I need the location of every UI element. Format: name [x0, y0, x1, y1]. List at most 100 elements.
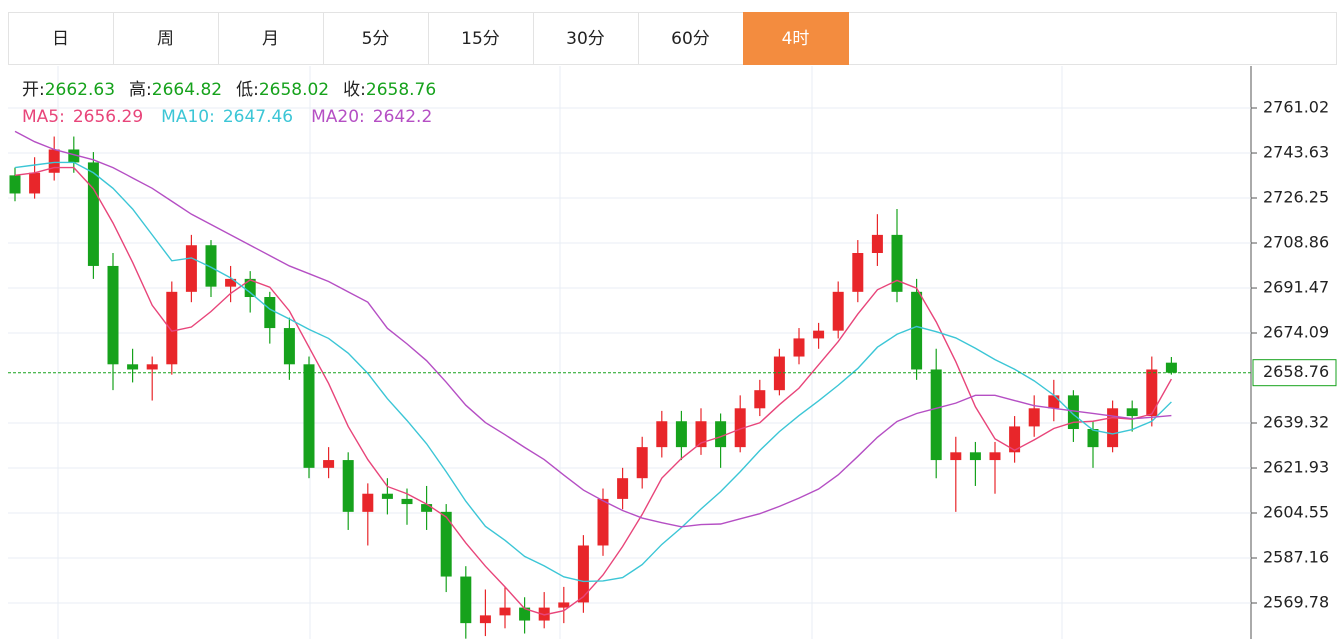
y-tick-label: 2743.63	[1263, 143, 1329, 162]
y-tick-label: 2761.02	[1263, 98, 1329, 117]
candle-body	[911, 291, 923, 370]
candle-body	[225, 278, 237, 287]
ohlc-label: 低:	[236, 80, 259, 100]
candle-body	[185, 245, 197, 292]
tab-label[interactable]: 月	[262, 29, 279, 49]
candle-body	[9, 175, 21, 194]
candle-body	[303, 364, 315, 468]
candle-body	[1087, 429, 1099, 448]
legend: MA5: 2656.29 MA10: 2647.46 MA20: 2642.2	[22, 107, 432, 127]
ohlc-label: 收:	[343, 80, 366, 100]
candle-body	[969, 452, 981, 461]
ohlc-value: 2662.63	[45, 80, 115, 100]
candle-body	[695, 421, 707, 448]
candle-body	[264, 297, 276, 329]
tab[interactable]	[218, 12, 324, 65]
tab[interactable]	[428, 12, 534, 65]
candle-body	[871, 234, 883, 254]
candle-body	[852, 253, 864, 292]
candle-body	[68, 149, 80, 163]
candle-body	[636, 447, 648, 479]
ohlc-value: 2658.02	[259, 80, 329, 100]
candle-body	[734, 408, 746, 448]
legend-name: MA10:	[161, 107, 215, 127]
candle-body	[283, 328, 295, 365]
tab-label[interactable]: 15分	[461, 29, 500, 49]
candle-body	[244, 278, 256, 298]
ohlc-label: 开:	[22, 80, 45, 100]
candle-body	[1028, 408, 1040, 427]
candle-body	[1009, 426, 1021, 453]
candle-body	[460, 576, 472, 624]
candle-body	[107, 265, 119, 365]
candle-body	[440, 511, 452, 577]
y-tick-label: 2674.09	[1263, 323, 1329, 342]
y-tick-label: 2726.25	[1263, 188, 1329, 207]
y-tick-label: 2708.86	[1263, 233, 1329, 252]
tab[interactable]	[533, 12, 639, 65]
candle-body	[1107, 408, 1119, 448]
ohlc-value: 2664.82	[152, 80, 222, 100]
candle-body	[617, 478, 629, 499]
candle-body	[323, 460, 335, 468]
y-tick-label: 2569.78	[1263, 592, 1329, 611]
candle-body	[656, 421, 668, 448]
candle-body	[401, 498, 413, 505]
candle-body	[950, 452, 962, 461]
candle-body	[362, 493, 374, 512]
candle-body	[597, 498, 609, 546]
tab-label[interactable]: 60分	[671, 29, 710, 49]
tab[interactable]	[743, 12, 849, 65]
ma-line	[14, 166, 1173, 616]
candle-body	[675, 421, 687, 448]
candle-body	[381, 493, 393, 499]
candle-body	[1165, 362, 1177, 373]
tab-label[interactable]: 5分	[362, 29, 390, 49]
tab[interactable]	[8, 12, 114, 65]
candle-body	[479, 615, 491, 624]
tab-label[interactable]: 30分	[566, 29, 605, 49]
candle-body	[538, 607, 550, 621]
y-tick-label: 2587.16	[1263, 548, 1329, 567]
candle-body	[127, 364, 139, 370]
candle-body	[715, 421, 727, 448]
current-price-label: 2658.76	[1263, 362, 1329, 381]
tab-label[interactable]: 4时	[782, 29, 810, 49]
legend-name: MA20:	[311, 107, 365, 127]
legend-value: 2656.29	[73, 107, 143, 127]
tab-label[interactable]: 日	[52, 29, 69, 49]
candle-body	[793, 338, 805, 357]
candle-body	[754, 390, 766, 409]
y-tick-label: 2604.55	[1263, 503, 1329, 522]
candle-body	[342, 460, 354, 512]
legend-value: 2647.46	[223, 107, 293, 127]
legend-value: 2642.2	[373, 107, 432, 127]
candle-body	[577, 545, 589, 603]
tab[interactable]	[323, 12, 429, 65]
candle-body	[166, 291, 178, 365]
candle-body	[1048, 395, 1060, 409]
candle-body	[1067, 395, 1079, 430]
candle-body	[146, 364, 158, 370]
candle-body	[773, 356, 785, 391]
ohlc-label: 高:	[129, 80, 152, 100]
candle-body	[48, 149, 60, 173]
candle-body	[989, 452, 1001, 461]
candle-body	[1126, 408, 1138, 417]
tab-label[interactable]: 周	[157, 29, 174, 49]
current-price-box	[1252, 359, 1337, 387]
candle-body	[29, 172, 41, 194]
candle-body	[930, 369, 942, 461]
tab[interactable]	[113, 12, 219, 65]
candle-body	[813, 330, 825, 339]
ma-line	[14, 161, 1172, 583]
y-tick-label: 2691.47	[1263, 278, 1329, 297]
y-tick-label: 2621.93	[1263, 458, 1329, 477]
tab[interactable]	[638, 12, 744, 65]
ma-line	[14, 130, 1172, 528]
candle-body	[421, 504, 433, 512]
candle-body	[891, 234, 903, 292]
candle-body	[1146, 369, 1158, 417]
